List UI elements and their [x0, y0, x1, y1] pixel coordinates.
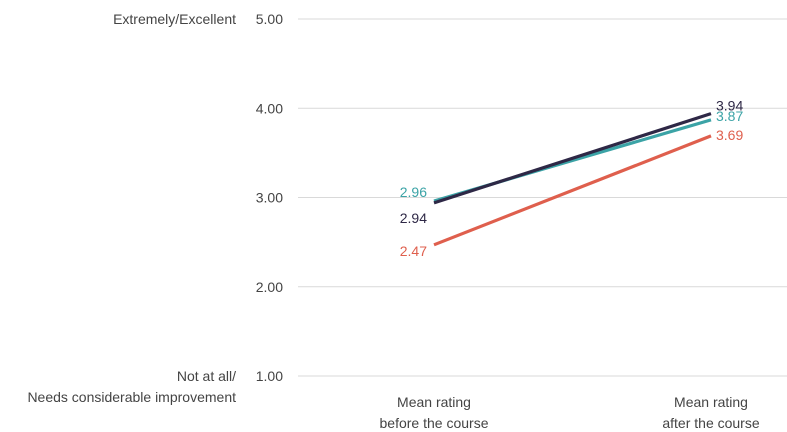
x-category-label: before the course [380, 415, 489, 431]
data-label-end: 3.94 [716, 98, 743, 114]
x-category-label: Mean rating [397, 394, 471, 410]
scale-labels: Extremely/Excellent Not at all/Needs cons… [27, 11, 236, 405]
data-labels: 2.47 3.69 2.96 3.87 2.94 3.94 [400, 98, 744, 259]
data-label-start: 2.94 [400, 210, 427, 226]
y-tick-label: 3.00 [256, 190, 283, 206]
data-label-end: 3.87 [716, 108, 743, 124]
data-label-start: 2.47 [400, 243, 427, 259]
scale-label-top: Extremely/Excellent [113, 11, 236, 27]
y-tick-label: 4.00 [256, 100, 283, 116]
y-tick-label: 5.00 [256, 11, 283, 27]
y-tick-label: 2.00 [256, 279, 283, 295]
y-axis-ticks: 1.00 2.00 3.00 4.00 5.00 [256, 11, 283, 384]
data-label-start: 2.96 [400, 184, 427, 200]
series-line-0 [433, 134, 712, 247]
gridlines [298, 18, 787, 377]
data-label-end: 3.69 [716, 127, 743, 143]
x-axis-categories: Mean rating before the course Mean rating a… [380, 394, 760, 431]
series-line-2 [433, 112, 712, 205]
x-category-label: after the course [662, 415, 759, 431]
x-category-label: Mean rating [674, 394, 748, 410]
scale-label-bottom: Not at all/ [177, 368, 236, 384]
scale-label-bottom: Needs considerable improvement [27, 389, 236, 405]
series-lines [433, 112, 712, 247]
y-tick-label: 1.00 [256, 368, 283, 384]
